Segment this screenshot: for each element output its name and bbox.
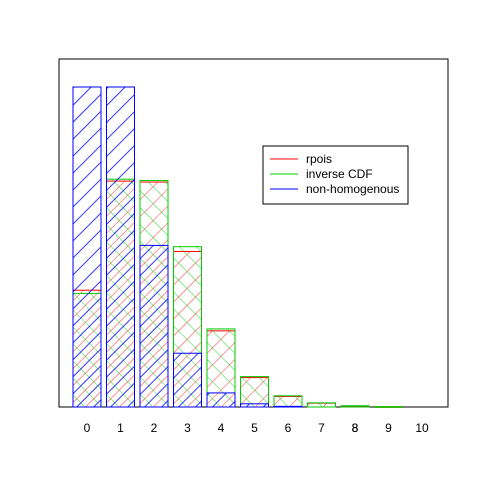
- bar-non-homogenous-5: [240, 403, 269, 408]
- x-tick-labels: 0 1 2 3 4 5 6 7 8 9 108: [84, 421, 429, 435]
- bar-non-homogenous-0: [72, 86, 102, 408]
- x-tick-label-1: 1: [117, 421, 124, 435]
- x-tick-label-5: 5: [251, 421, 258, 435]
- bar-non-homogenous-2: [139, 244, 169, 408]
- legend: rpois inverse CDF non-homogenous: [262, 145, 409, 205]
- bar-inverse-cdf-5: [240, 376, 269, 408]
- bar-non-homogenous-3: [173, 352, 202, 408]
- bar-inverse-cdf-7: [307, 402, 336, 408]
- legend-label-inverse-cdf: inverse CDF: [306, 167, 373, 181]
- bar-inverse-cdf-9: [374, 406, 403, 408]
- bars-layer: [72, 86, 403, 408]
- x-tick-label-6: 6: [285, 421, 292, 435]
- x-tick-label-8: 8: [352, 421, 359, 435]
- x-tick-label-extra-8: 8: [352, 421, 359, 435]
- bar-non-homogenous-4: [206, 392, 236, 408]
- legend-label-non-homogenous: non-homogenous: [306, 182, 399, 196]
- bar-inverse-cdf-8: [340, 405, 370, 408]
- x-tick-label-2: 2: [151, 421, 158, 435]
- x-tick-label-0: 0: [84, 421, 91, 435]
- bar-inverse-cdf-6: [273, 395, 303, 408]
- legend-box: [262, 145, 409, 205]
- x-tick-label-3: 3: [184, 421, 191, 435]
- x-tick-label-10: 10: [415, 421, 429, 435]
- x-tick-label-9: 9: [385, 421, 392, 435]
- bar-non-homogenous-1: [106, 86, 135, 408]
- x-tick-label-7: 7: [318, 421, 325, 435]
- bar-non-homogenous-6: [273, 405, 303, 408]
- x-tick-label-4: 4: [218, 421, 225, 435]
- legend-label-rpois: rpois: [306, 152, 332, 166]
